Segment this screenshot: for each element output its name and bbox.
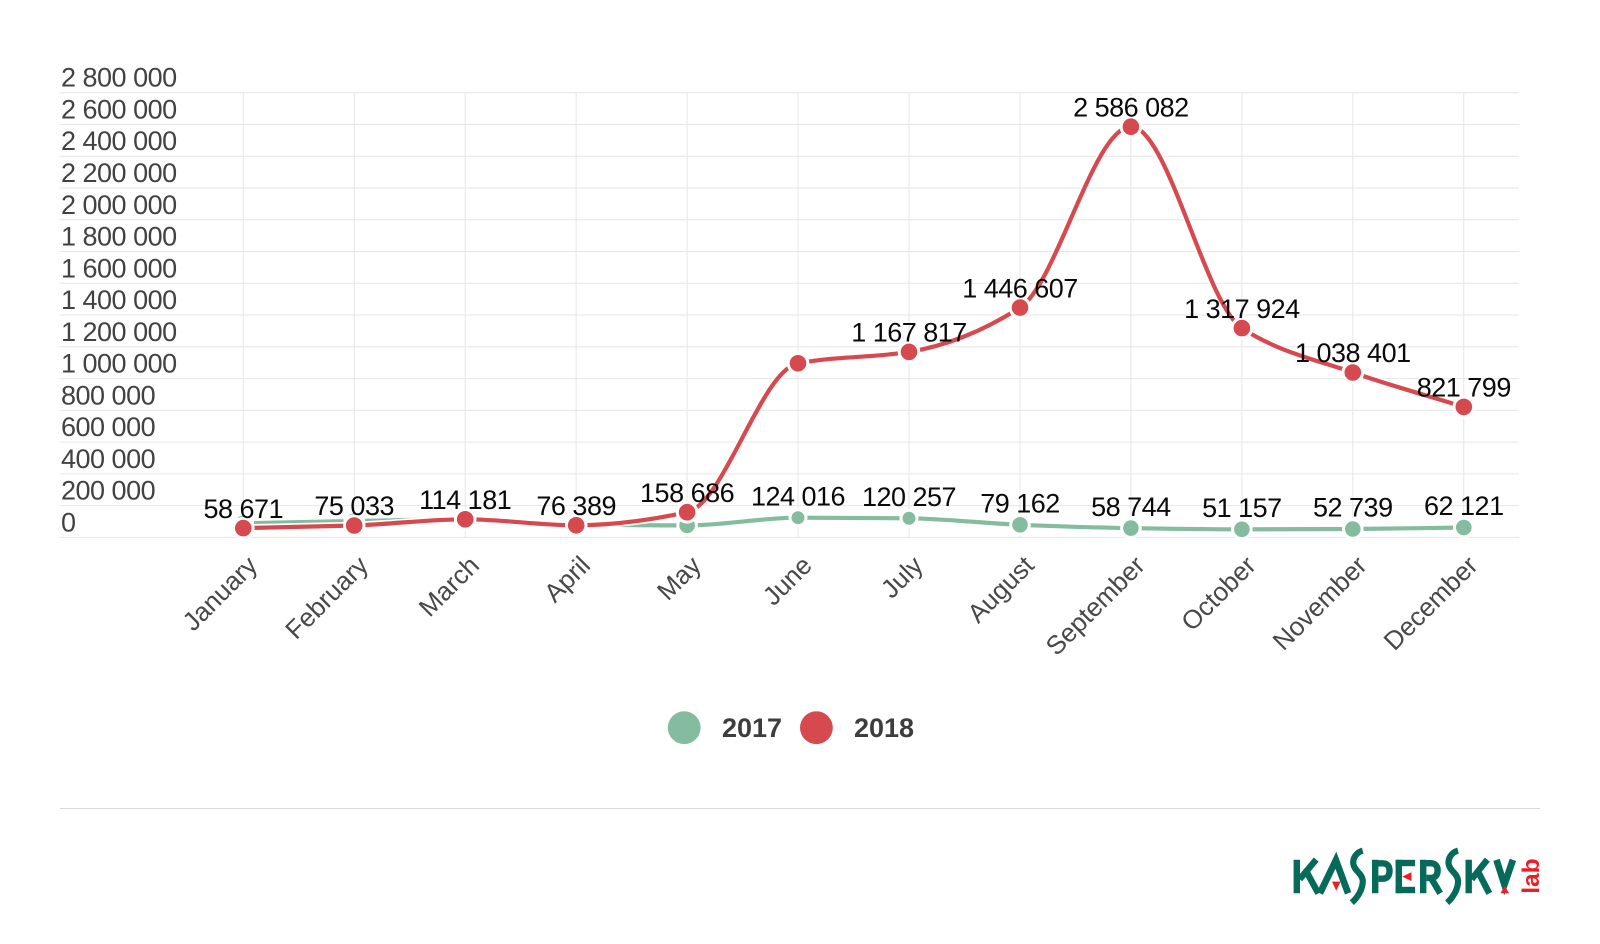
- svg-text:2 600 000: 2 600 000: [61, 95, 177, 125]
- svg-text:2 200 000: 2 200 000: [61, 158, 177, 188]
- svg-text:800 000: 800 000: [61, 380, 155, 410]
- svg-text:1 200 000: 1 200 000: [61, 317, 177, 347]
- svg-text:1 317 924: 1 317 924: [1184, 294, 1300, 324]
- svg-text:52 739: 52 739: [1313, 493, 1393, 523]
- svg-text:400 000: 400 000: [61, 444, 155, 474]
- svg-text:114 181: 114 181: [419, 485, 511, 515]
- svg-text:2 400 000: 2 400 000: [61, 126, 177, 156]
- svg-text:2017: 2017: [722, 713, 782, 743]
- svg-text:76 389: 76 389: [536, 491, 616, 521]
- svg-text:2 800 000: 2 800 000: [61, 63, 177, 93]
- svg-text:2 000 000: 2 000 000: [61, 190, 177, 220]
- svg-text:200 000: 200 000: [61, 476, 155, 506]
- svg-text:1 038 401: 1 038 401: [1295, 338, 1411, 368]
- svg-text:1 800 000: 1 800 000: [61, 222, 177, 252]
- svg-text:0: 0: [61, 507, 76, 537]
- svg-text:2018: 2018: [854, 713, 914, 743]
- svg-text:158 686: 158 686: [640, 478, 734, 508]
- svg-text:62 121: 62 121: [1424, 491, 1504, 521]
- svg-text:58 671: 58 671: [204, 494, 284, 524]
- svg-text:1 000 000: 1 000 000: [61, 349, 177, 379]
- svg-text:124 016: 124 016: [751, 481, 845, 511]
- svg-text:lab: lab: [1518, 858, 1545, 893]
- svg-text:51 157: 51 157: [1202, 493, 1282, 523]
- svg-text:1 167 817: 1 167 817: [851, 318, 967, 348]
- svg-text:75 033: 75 033: [314, 491, 394, 521]
- svg-text:1 600 000: 1 600 000: [61, 253, 177, 283]
- svg-text:1 400 000: 1 400 000: [61, 285, 177, 315]
- svg-text:1 446 607: 1 446 607: [962, 273, 1078, 303]
- svg-text:79 162: 79 162: [980, 489, 1060, 519]
- svg-text:120 257: 120 257: [862, 482, 956, 512]
- svg-text:2 586 082: 2 586 082: [1073, 92, 1189, 122]
- svg-text:600 000: 600 000: [61, 412, 155, 442]
- svg-text:58 744: 58 744: [1091, 492, 1171, 522]
- svg-text:821 799: 821 799: [1417, 373, 1511, 403]
